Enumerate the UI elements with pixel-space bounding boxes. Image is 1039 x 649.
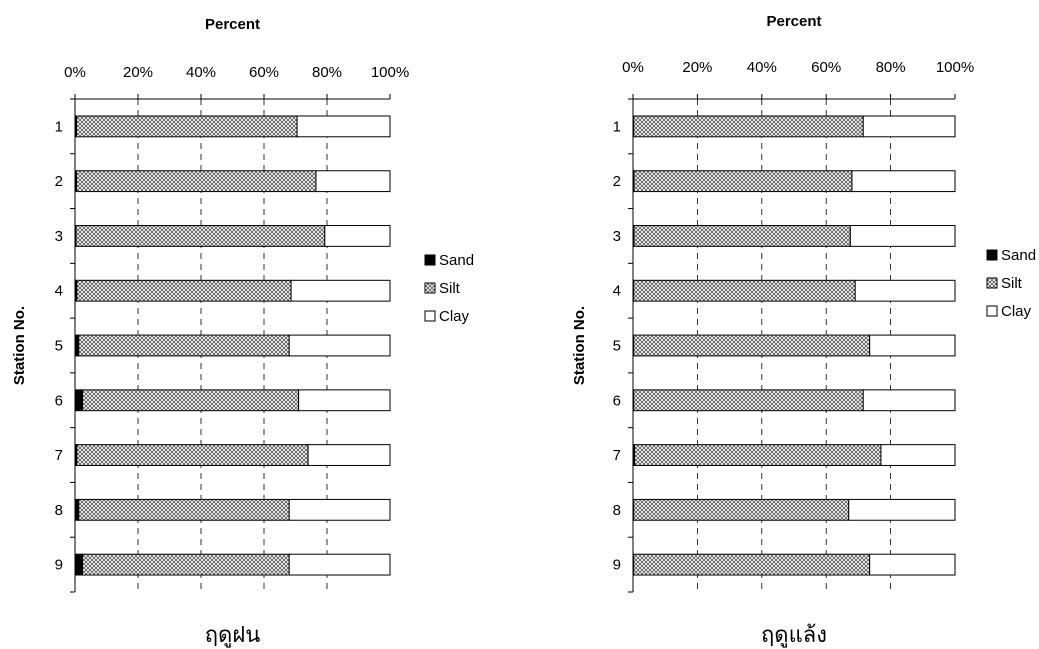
legend-label-sand: Sand — [1001, 247, 1036, 264]
bar-segment-clay — [869, 334, 956, 357]
chart-dry-season-svg: Percent 0% 20% 40% 60% 80% 100% 1 2 3 4 5 6 7 8 9 Statio… — [571, 13, 1036, 648]
y-tick-label: 8 — [613, 502, 621, 519]
chart-rainy-season: Percent 0% 20% 40% 60% 80% 100% 1 2 3 4 5 6 7 8 9 Statio… — [11, 16, 474, 648]
y-tick-label: 9 — [55, 557, 63, 574]
chart-title: Percent — [205, 16, 260, 33]
bar-segment-clay — [849, 225, 956, 247]
y-tick-label: 5 — [613, 338, 621, 355]
bar-segment-clay — [854, 279, 956, 302]
bar-segment-silt — [633, 115, 864, 138]
y-axis-label: Station No. — [11, 306, 28, 385]
x-tick-label: 0% — [64, 64, 86, 81]
y-tick-label: 1 — [613, 118, 621, 135]
bar-segment-silt — [76, 170, 317, 193]
bar-segment-silt — [78, 498, 290, 521]
legend-swatch-silt — [424, 282, 436, 294]
bar-segment-clay — [288, 498, 391, 521]
bar-segment-silt — [76, 444, 309, 466]
bar-segment-silt — [633, 553, 871, 576]
y-tick-label: 3 — [55, 228, 63, 245]
bar-segment-sand — [74, 389, 84, 412]
bar-segment-silt — [633, 334, 871, 357]
x-tick-label: 100% — [371, 64, 409, 81]
legend-label-clay: Clay — [439, 308, 470, 325]
x-tick-label: 0% — [622, 59, 644, 76]
bar-segment-silt — [633, 225, 851, 247]
y-tick-label: 2 — [55, 173, 63, 190]
x-tick-label: 40% — [186, 64, 216, 81]
bar-segment-silt — [634, 444, 882, 466]
legend-label-sand: Sand — [439, 252, 474, 269]
x-tick-label: 20% — [682, 59, 712, 76]
y-tick-label: 3 — [613, 228, 621, 245]
bar-segment-clay — [851, 170, 956, 193]
bar-segment-clay — [296, 115, 391, 138]
chart-dry-season: Percent 0% 20% 40% 60% 80% 100% 1 2 3 4 5 6 7 8 9 Statio… — [560, 0, 1039, 649]
x-tick-label: 80% — [876, 59, 906, 76]
bar-segment-clay — [288, 553, 391, 576]
bar-segment-clay — [290, 279, 391, 302]
y-tick-label: 9 — [613, 557, 621, 574]
legend-swatch-clay — [424, 310, 436, 322]
y-tick-label: 2 — [613, 173, 621, 190]
bar-segment-silt — [633, 498, 850, 521]
bar-segment-clay — [862, 115, 956, 138]
y-tick-label: 1 — [55, 118, 63, 135]
chart-caption: ฤดูฝน — [205, 623, 261, 648]
y-axis-label: Station No. — [571, 306, 588, 385]
bar-segment-silt — [633, 389, 864, 412]
legend-swatch-sand — [986, 249, 998, 261]
y-tick-label: 5 — [55, 338, 63, 355]
x-tick-label: 60% — [811, 59, 841, 76]
y-tick-label: 6 — [613, 392, 621, 409]
bar-segment-clay — [324, 225, 391, 247]
chart-title: Percent — [766, 13, 821, 30]
bar-segment-silt — [633, 170, 853, 193]
bar-segment-clay — [288, 334, 391, 357]
legend-label-silt: Silt — [439, 280, 461, 297]
chart-rainy-season-svg: Percent 0% 20% 40% 60% 80% 100% 1 2 3 4 5 6 7 8 9 Statio… — [11, 16, 474, 648]
legend-swatch-sand — [424, 254, 436, 266]
legend-swatch-clay — [986, 305, 998, 317]
bar-segment-clay — [862, 389, 956, 412]
bar-segment-clay — [315, 170, 391, 193]
y-tick-label: 7 — [613, 447, 621, 464]
bar-segment-silt — [76, 115, 298, 138]
bar-segment-silt — [75, 225, 326, 247]
x-tick-label: 20% — [123, 64, 153, 81]
y-tick-label: 6 — [55, 392, 63, 409]
y-tick-label: 7 — [55, 447, 63, 464]
bar-segment-clay — [307, 444, 391, 466]
bar-segment-silt — [633, 279, 856, 302]
y-tick-label: 4 — [55, 283, 63, 300]
x-tick-label: 40% — [747, 59, 777, 76]
bar-segment-clay — [848, 498, 956, 521]
bar-segment-silt — [76, 279, 292, 302]
bar-segment-clay — [869, 553, 956, 576]
y-tick-label: 4 — [613, 283, 621, 300]
x-tick-label: 80% — [312, 64, 342, 81]
chart-caption: ฤดูแล้ง — [761, 623, 827, 648]
x-tick-label: 60% — [249, 64, 279, 81]
bar-segment-silt — [82, 389, 300, 412]
y-tick-label: 8 — [55, 502, 63, 519]
legend-label-silt: Silt — [1001, 275, 1023, 292]
bar-segment-clay — [880, 444, 956, 466]
bar-segment-sand — [74, 334, 80, 357]
bar-segment-silt — [82, 553, 290, 576]
x-tick-label: 100% — [936, 59, 974, 76]
legend-label-clay: Clay — [1001, 303, 1032, 320]
bar-segment-silt — [78, 334, 290, 357]
bar-segment-sand — [74, 553, 84, 576]
bar-segment-sand — [74, 498, 80, 521]
bar-segment-clay — [298, 389, 391, 412]
legend-swatch-silt — [986, 277, 998, 289]
